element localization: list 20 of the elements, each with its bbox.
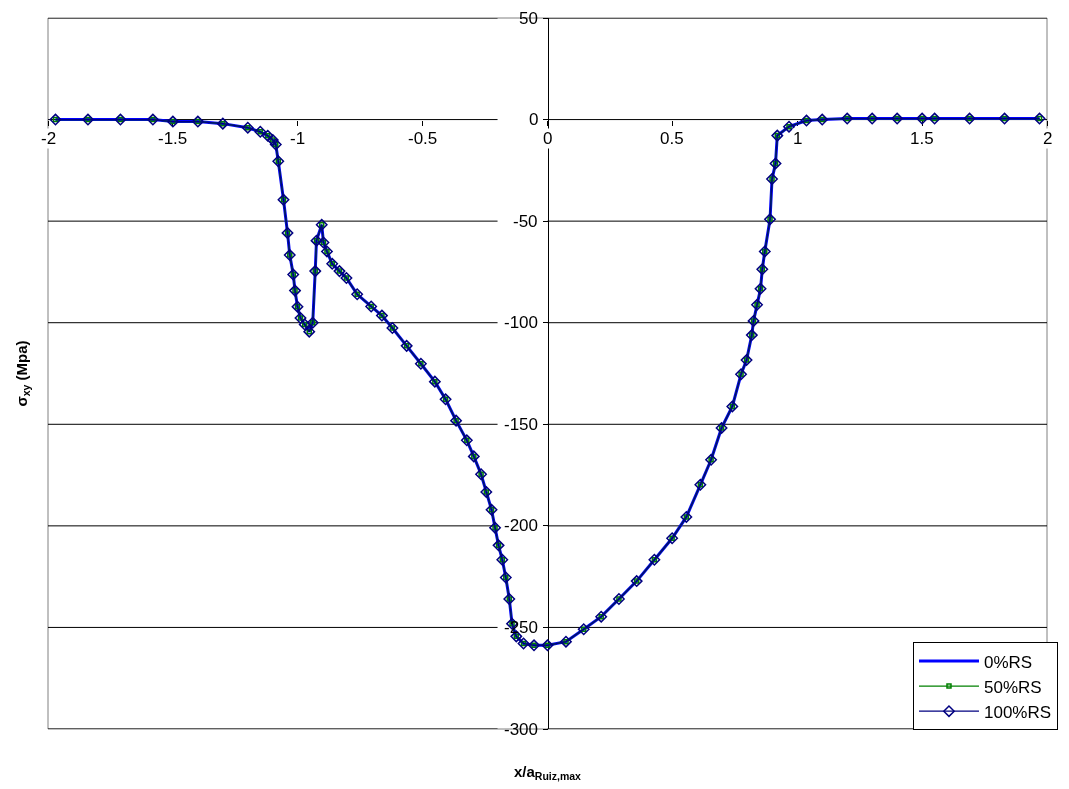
legend-label: 100%RS bbox=[983, 702, 1052, 722]
x-axis-title: x/a$_{Ruiz,max}$ bbox=[514, 763, 582, 783]
x-tick-label: -2 bbox=[41, 129, 57, 148]
x-tick-label: -1.5 bbox=[158, 129, 188, 148]
x-tick-label: -0.5 bbox=[408, 129, 438, 148]
x-tick-label: 0.5 bbox=[660, 129, 684, 148]
y-tick-label: -200 bbox=[504, 516, 539, 535]
legend-label: 50%RS bbox=[983, 677, 1042, 697]
x-tick-label: 2 bbox=[1043, 129, 1053, 148]
legend-label: 0%RS bbox=[983, 652, 1033, 672]
y-tick-label: -100 bbox=[504, 313, 539, 332]
y-tick-label: -50 bbox=[513, 212, 538, 231]
x-tick-label: -1 bbox=[290, 129, 306, 148]
y-tick-label: -300 bbox=[504, 720, 539, 739]
y-tick-label: -150 bbox=[504, 415, 539, 434]
x-tick-label: 1 bbox=[793, 129, 803, 148]
x-tick-label: 1.5 bbox=[910, 129, 934, 148]
y-tick-label: 0 bbox=[529, 110, 539, 129]
y-tick-label: 50 bbox=[519, 9, 538, 28]
x-tick-label: 0 bbox=[543, 129, 553, 148]
